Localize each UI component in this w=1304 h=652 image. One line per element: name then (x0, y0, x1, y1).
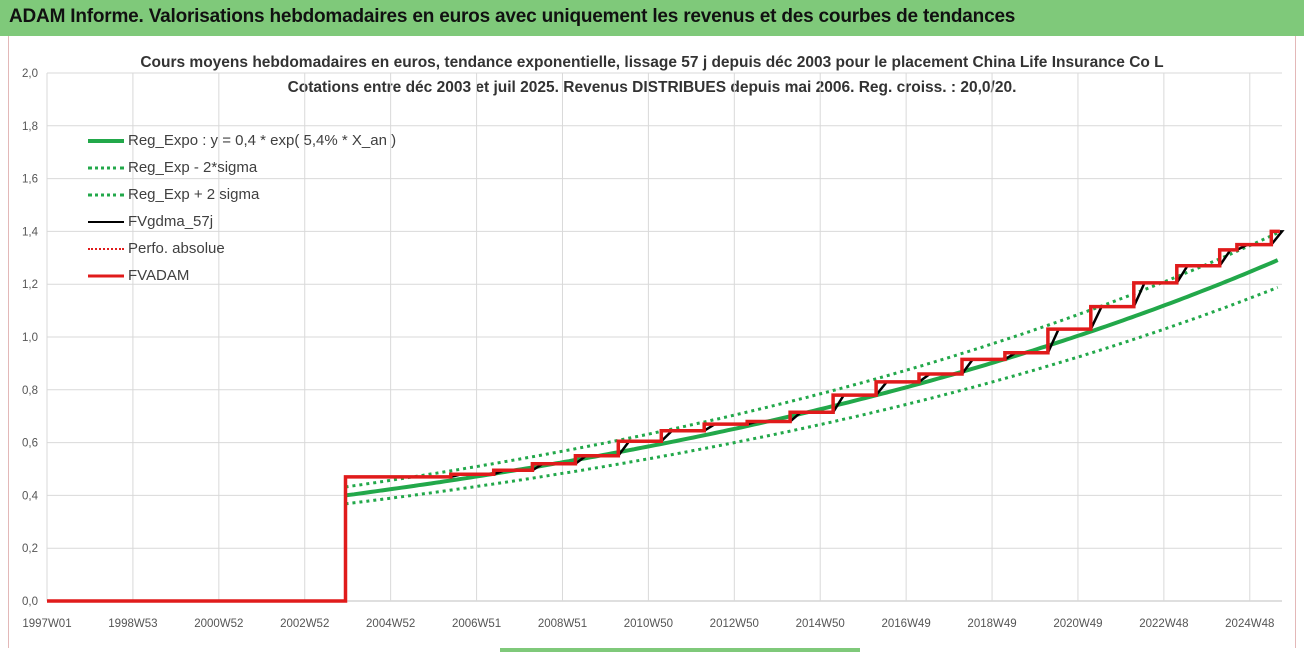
x-tick-label: 1998W53 (108, 618, 157, 630)
x-tick-label: 2000W52 (194, 618, 243, 630)
legend-swatch (88, 189, 124, 201)
x-tick-label: 2006W51 (452, 618, 501, 630)
x-tick-label: 2016W49 (882, 618, 931, 630)
header-bar: ADAM Informe. Valorisations hebdomadaire… (0, 0, 1304, 36)
chart-frame (8, 36, 1296, 648)
legend-item: FVADAM (88, 262, 396, 289)
legend-label: FVgdma_57j (128, 213, 214, 230)
legend-item: Reg_Exp - 2*sigma (88, 154, 396, 181)
x-tick-label: 2018W49 (967, 618, 1016, 630)
x-tick-label: 1997W01 (22, 618, 71, 630)
x-tick-label: 2024W48 (1225, 618, 1274, 630)
y-tick-label: 1,2 (22, 279, 38, 291)
chart-subtitle: Cotations entre déc 2003 et juil 2025. R… (287, 79, 1017, 96)
legend-item: Reg_Exp + 2 sigma (88, 181, 396, 208)
legend-label: FVADAM (128, 267, 190, 284)
legend-item: FVgdma_57j (88, 208, 396, 235)
legend-label: Reg_Exp + 2 sigma (128, 186, 260, 203)
x-tick-label: 2008W51 (538, 618, 587, 630)
legend-label: Perfo. absolue (128, 240, 225, 257)
page-title: ADAM Informe. Valorisations hebdomadaire… (9, 6, 1016, 27)
series-reg-minus-2sigma (345, 286, 1279, 506)
y-tick-label: 0,4 (22, 490, 39, 502)
x-tick-label: 2002W52 (280, 618, 329, 630)
bottom-accent (500, 648, 860, 652)
y-tick-label: 2,0 (22, 68, 38, 80)
y-tick-label: 1,8 (22, 121, 38, 133)
legend-item: Perfo. absolue (88, 235, 396, 262)
x-tick-label: 2012W50 (710, 618, 759, 630)
legend-swatch (88, 243, 124, 255)
x-tick-label: 2004W52 (366, 618, 415, 630)
y-tick-label: 0,0 (22, 596, 38, 608)
chart-legend: Reg_Expo : y = 0,4 * exp( 5,4% * X_an ) R… (88, 127, 396, 289)
series-fvadam (47, 229, 1280, 603)
x-tick-label: 2022W48 (1139, 618, 1188, 630)
y-tick-label: 1,0 (22, 332, 38, 344)
legend-swatch (88, 216, 124, 228)
legend-label: Reg_Expo : y = 0,4 * exp( 5,4% * X_an ) (128, 132, 397, 149)
y-tick-label: 1,6 (22, 174, 38, 186)
legend-label: Reg_Exp - 2*sigma (128, 159, 258, 176)
y-tick-label: 1,4 (22, 226, 39, 238)
y-tick-label: 0,8 (22, 385, 38, 397)
legend-swatch (88, 270, 124, 282)
y-tick-label: 0,2 (22, 543, 38, 555)
x-tick-label: 2020W49 (1053, 618, 1102, 630)
x-tick-label: 2014W50 (796, 618, 845, 630)
chart-title: Cours moyens hebdomadaires en euros, ten… (140, 54, 1164, 71)
legend-item: Reg_Expo : y = 0,4 * exp( 5,4% * X_an ) (88, 127, 396, 154)
series-reg-plus-2sigma (345, 231, 1279, 489)
legend-swatch (88, 135, 124, 147)
x-tick-label: 2010W50 (624, 618, 673, 630)
y-tick-label: 0,6 (22, 438, 38, 450)
legend-swatch (88, 162, 124, 174)
